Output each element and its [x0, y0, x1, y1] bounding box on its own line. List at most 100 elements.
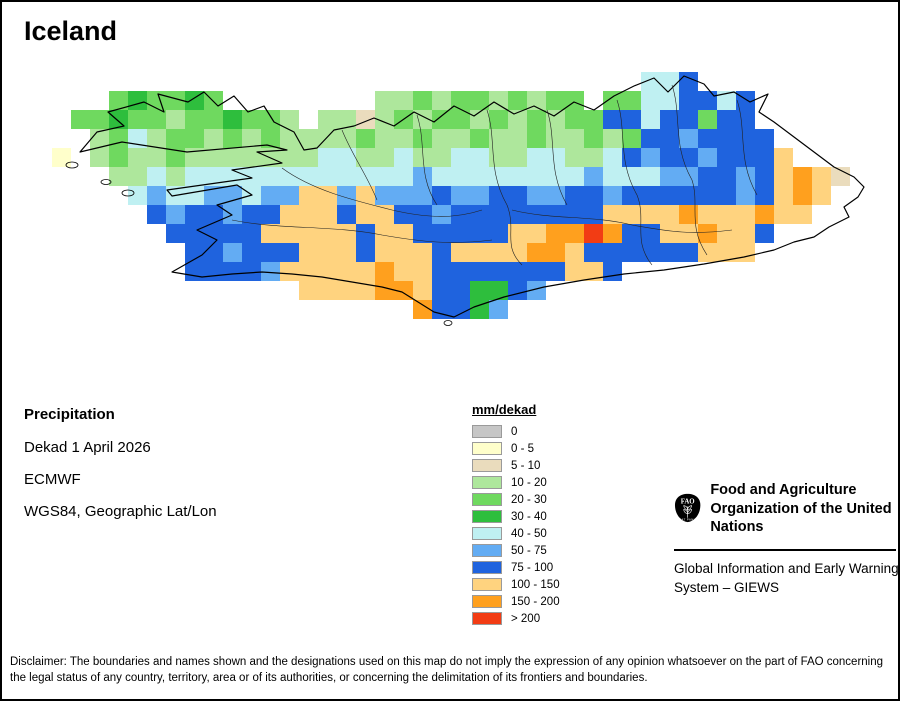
iceland-coastline — [79, 75, 865, 318]
raster-cell — [660, 205, 679, 224]
raster-cell — [204, 224, 223, 243]
legend-item: 0 — [472, 425, 560, 438]
legend-item: 150 - 200 — [472, 595, 560, 608]
raster-cell — [223, 262, 242, 281]
raster-cell — [413, 91, 432, 110]
fao-logo-text: FAO — [681, 499, 695, 506]
raster-cell — [755, 186, 774, 205]
raster-cell — [679, 205, 698, 224]
river-lines — [231, 84, 758, 266]
small-islands — [65, 161, 453, 326]
raster-cell — [660, 186, 679, 205]
raster-cell — [451, 281, 470, 300]
raster-cell — [413, 224, 432, 243]
raster-cell — [679, 186, 698, 205]
raster-cell — [432, 281, 451, 300]
raster-cell — [375, 91, 394, 110]
raster-cell — [432, 205, 451, 224]
disclaimer-text: Disclaimer: The boundaries and names sho… — [10, 656, 884, 684]
raster-cell — [185, 167, 204, 186]
raster-cell — [622, 91, 641, 110]
raster-cell — [318, 262, 337, 281]
legend-swatch — [472, 425, 502, 438]
raster-cell — [584, 129, 603, 148]
raster-cell — [470, 281, 489, 300]
legend-item: 10 - 20 — [472, 476, 560, 489]
raster-cell — [527, 262, 546, 281]
raster-cell — [736, 129, 755, 148]
raster-cell — [166, 110, 185, 129]
raster-cell — [147, 148, 166, 167]
raster-cell — [375, 281, 394, 300]
raster-cell — [698, 167, 717, 186]
legend-label: 20 - 30 — [511, 493, 547, 506]
raster-cell — [280, 224, 299, 243]
raster-cell — [527, 186, 546, 205]
raster-cell — [641, 72, 660, 91]
map-canvas — [32, 60, 882, 352]
legend-item: 5 - 10 — [472, 459, 560, 472]
raster-cell — [584, 262, 603, 281]
raster-cell — [470, 243, 489, 262]
raster-cell — [394, 186, 413, 205]
raster-cell — [470, 262, 489, 281]
raster-cell — [413, 300, 432, 319]
raster-cell — [185, 110, 204, 129]
raster-cell — [698, 186, 717, 205]
raster-cell — [413, 186, 432, 205]
raster-cell — [280, 129, 299, 148]
raster-cell — [280, 148, 299, 167]
raster-cell — [413, 167, 432, 186]
raster-cell — [774, 167, 793, 186]
raster-cell — [717, 110, 736, 129]
raster-cell — [109, 91, 128, 110]
raster-cell — [584, 186, 603, 205]
raster-cell — [318, 167, 337, 186]
legend-label: 150 - 200 — [511, 595, 560, 608]
raster-cell — [641, 91, 660, 110]
raster-cell — [584, 205, 603, 224]
raster-cell — [508, 262, 527, 281]
raster-cell — [470, 186, 489, 205]
raster-cell — [223, 148, 242, 167]
raster-cell — [432, 224, 451, 243]
raster-cell — [527, 91, 546, 110]
raster-cell — [109, 129, 128, 148]
raster-cell — [622, 167, 641, 186]
raster-cell — [413, 243, 432, 262]
raster-cell — [90, 148, 109, 167]
legend-swatch — [472, 578, 502, 591]
raster-cell — [812, 167, 831, 186]
raster-cell — [508, 186, 527, 205]
legend-label: 0 — [511, 425, 518, 438]
raster-cell — [508, 205, 527, 224]
raster-cell — [717, 243, 736, 262]
raster-cell — [147, 129, 166, 148]
raster-cell — [337, 167, 356, 186]
raster-cell — [147, 205, 166, 224]
raster-cell — [242, 148, 261, 167]
raster-cell — [451, 262, 470, 281]
raster-cell — [565, 243, 584, 262]
raster-cell — [470, 167, 489, 186]
raster-cell — [698, 110, 717, 129]
info-line-projection: WGS84, Geographic Lat/Lon — [24, 503, 217, 520]
legend-item: 100 - 150 — [472, 578, 560, 591]
raster-cell — [584, 110, 603, 129]
raster-cell — [546, 129, 565, 148]
legend: mm/dekad 0 0 - 5 5 - 10 10 - 20 20 - 30 30 - … — [472, 402, 560, 629]
raster-cell — [451, 205, 470, 224]
raster-cell — [641, 243, 660, 262]
raster-cell — [337, 129, 356, 148]
raster-cell — [717, 148, 736, 167]
raster-cell — [337, 224, 356, 243]
raster-cell — [489, 243, 508, 262]
raster-cell — [128, 148, 147, 167]
raster-cell — [337, 186, 356, 205]
raster-cell — [242, 129, 261, 148]
raster-cell — [470, 148, 489, 167]
raster-cell — [546, 148, 565, 167]
raster-cell — [356, 281, 375, 300]
raster-cell — [299, 129, 318, 148]
raster-cell — [147, 186, 166, 205]
